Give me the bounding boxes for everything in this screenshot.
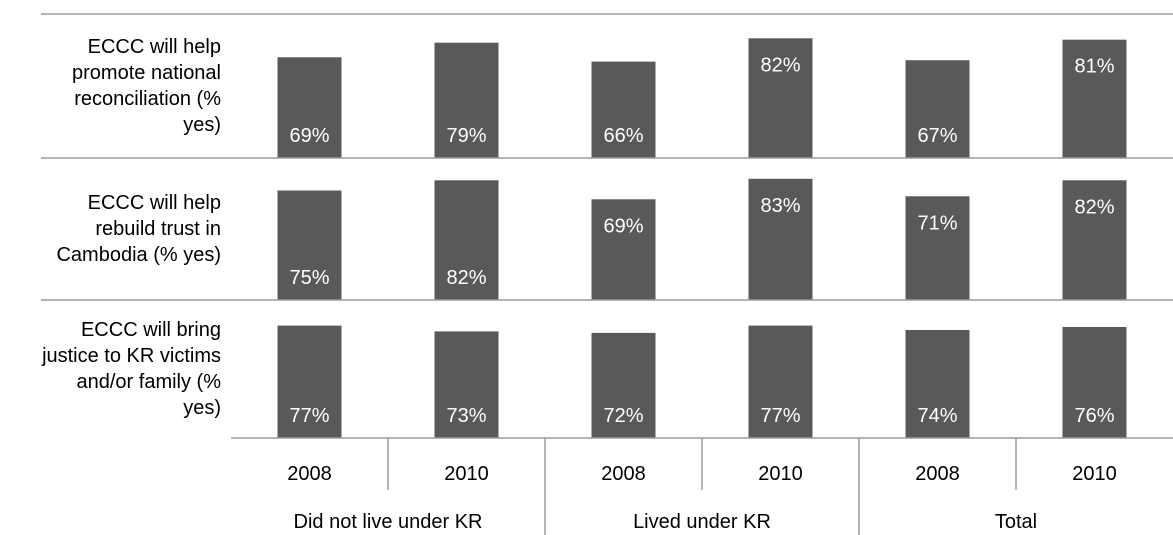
bar	[277, 325, 342, 438]
x-tick-label: 2008	[601, 463, 646, 485]
row-label-line: ECCC will bring	[81, 319, 221, 341]
bar	[591, 332, 656, 438]
group-label: Total	[995, 511, 1037, 533]
row-label-line: yes)	[183, 114, 221, 136]
bar	[748, 38, 813, 158]
x-tick-label: 2008	[915, 463, 960, 485]
bar-value-label: 82%	[446, 267, 486, 289]
bar	[434, 180, 499, 300]
group-label: Lived under KR	[633, 511, 771, 533]
x-tick-label: 2010	[758, 463, 803, 485]
bar-value-label: 77%	[289, 405, 329, 427]
row-label-line: ECCC will help	[88, 36, 221, 58]
bar-value-label: 71%	[917, 212, 957, 234]
bar-value-label: 69%	[603, 215, 643, 237]
bar-value-label: 81%	[1074, 56, 1114, 78]
row-label-line: Cambodia (% yes)	[56, 244, 221, 266]
bar	[1062, 180, 1127, 300]
bar	[591, 61, 656, 158]
bar	[748, 178, 813, 300]
bar-value-label: 74%	[917, 405, 957, 427]
bar-value-label: 72%	[603, 405, 643, 427]
bar	[905, 60, 970, 159]
bar-value-label: 77%	[760, 405, 800, 427]
bar	[905, 330, 970, 438]
group-label: Did not live under KR	[294, 511, 483, 533]
bar	[434, 331, 499, 438]
bar	[277, 190, 342, 300]
bar-value-label: 75%	[289, 267, 329, 289]
bar	[748, 325, 813, 438]
x-tick-label: 2008	[287, 463, 332, 485]
bar-value-label: 66%	[603, 125, 643, 147]
row-label-line: ECCC will help	[88, 192, 221, 214]
bar-value-label: 83%	[760, 195, 800, 217]
row-label-line: and/or family (%	[77, 371, 222, 393]
bar-value-label: 82%	[1074, 196, 1114, 218]
row-label-line: justice to KR victims	[41, 345, 221, 367]
row-label-line: reconciliation (%	[74, 88, 221, 110]
row-label-line: promote national	[72, 62, 221, 84]
bar-value-label: 82%	[760, 54, 800, 76]
x-tick-label: 2010	[1072, 463, 1117, 485]
bar-value-label: 79%	[446, 125, 486, 147]
bar	[591, 199, 656, 300]
bar-value-label: 76%	[1074, 405, 1114, 427]
bar	[1062, 39, 1127, 159]
x-tick-label: 2010	[444, 463, 489, 485]
row-label-line: yes)	[183, 397, 221, 419]
row-label-line: rebuild trust in	[95, 218, 221, 240]
bar	[434, 42, 499, 159]
bar-value-label: 69%	[289, 125, 329, 147]
bar-value-label: 67%	[917, 125, 957, 147]
bar-value-label: 73%	[446, 405, 486, 427]
bar	[905, 196, 970, 300]
bar	[1062, 327, 1127, 438]
bar	[277, 57, 342, 158]
